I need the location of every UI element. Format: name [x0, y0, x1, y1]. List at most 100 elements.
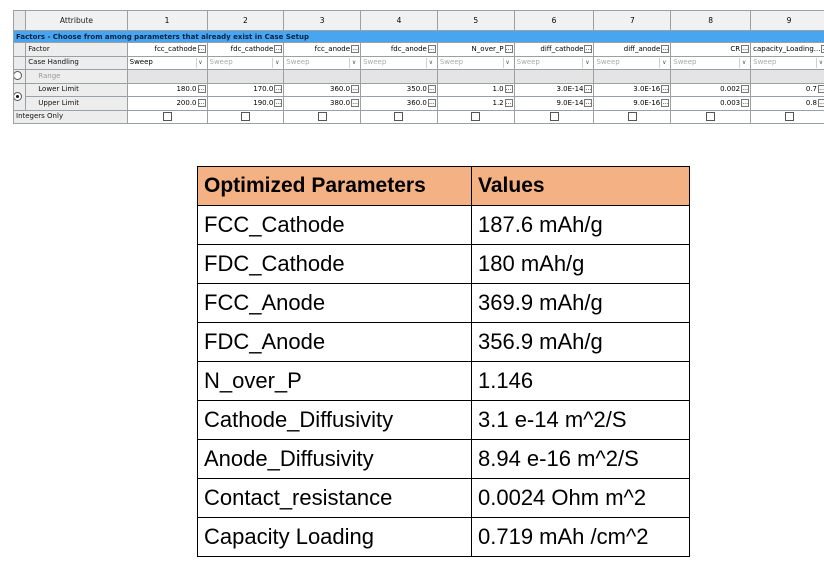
integers-only-row: Integers Only: [13, 109, 824, 124]
range-radio[interactable]: [14, 71, 22, 80]
ellipsis-button[interactable]: ...: [197, 85, 206, 94]
lower-limit-input[interactable]: 0.002...: [670, 82, 752, 97]
factor-cell[interactable]: capacity_Loading......: [750, 42, 824, 57]
range-cell: [593, 69, 672, 84]
upper-limit-input[interactable]: 0.003...: [670, 96, 752, 111]
upper-limit-input[interactable]: 9.0E-16...: [593, 96, 672, 111]
ellipsis-button[interactable]: ...: [661, 98, 670, 107]
case-handling-select[interactable]: Sweep ∨: [126, 55, 208, 70]
ellipsis-button[interactable]: ...: [661, 85, 670, 94]
case-handling-value: Sweep: [596, 58, 620, 67]
factor-cell[interactable]: fdc_anode...: [360, 42, 438, 57]
ellipsis-button[interactable]: ...: [274, 85, 283, 94]
parameter-name: Contact_resistance: [197, 478, 472, 518]
factor-cell[interactable]: N_over_P...: [436, 42, 515, 57]
case-handling-select[interactable]: Sweep ∨: [436, 55, 515, 70]
chevron-down-icon[interactable]: ∨: [425, 57, 435, 68]
upper-limit-input[interactable]: 200.0...: [126, 96, 208, 111]
ellipsis-button[interactable]: ...: [741, 44, 750, 53]
chevron-down-icon[interactable]: ∨: [659, 57, 668, 68]
factor-cell[interactable]: diff_cathode...: [513, 42, 595, 57]
chevron-down-icon[interactable]: ∨: [582, 57, 591, 68]
parameter-row: Anode_Diffusivity 8.94 e-16 m^2/S: [197, 439, 690, 479]
case-handling-select[interactable]: Sweep ∨: [283, 55, 362, 70]
upper-limit-input[interactable]: 1.2...: [436, 96, 515, 111]
lower-limit-input[interactable]: 350.0...: [360, 82, 438, 97]
upper-limit-input[interactable]: 9.0E-14...: [513, 96, 595, 111]
upper-limit-input[interactable]: 380.0...: [283, 96, 362, 111]
factor-cell[interactable]: fcc_anode...: [283, 42, 362, 57]
parameter-name: Capacity Loading: [197, 517, 472, 557]
factor-cell[interactable]: diff_anode...: [593, 42, 672, 57]
ellipsis-button[interactable]: ...: [427, 98, 436, 107]
upper-limit-input[interactable]: 360.0...: [360, 96, 438, 111]
case-handling-select[interactable]: Sweep ∨: [670, 55, 752, 70]
ellipsis-button[interactable]: ...: [504, 44, 513, 53]
ellipsis-button[interactable]: ...: [741, 85, 750, 94]
parameter-row: N_over_P 1.146: [197, 361, 690, 401]
ellipsis-button[interactable]: ...: [818, 85, 824, 94]
factor-cell[interactable]: fcc_cathode...: [126, 42, 208, 57]
ellipsis-button[interactable]: ...: [274, 98, 283, 107]
ellipsis-button[interactable]: ...: [504, 98, 513, 107]
ellipsis-button[interactable]: ...: [197, 44, 206, 53]
limits-radio[interactable]: [14, 91, 22, 101]
case-handling-select[interactable]: Sweep ∨: [360, 55, 438, 70]
ellipsis-button[interactable]: ...: [584, 85, 593, 94]
ellipsis-button[interactable]: ...: [351, 98, 360, 107]
integers-only-checkbox[interactable]: [784, 111, 794, 121]
ellipsis-button[interactable]: ...: [197, 98, 206, 107]
chevron-down-icon[interactable]: ∨: [195, 57, 205, 68]
integers-only-checkbox[interactable]: [317, 111, 327, 121]
integers-only-checkbox[interactable]: [394, 111, 404, 121]
upper-limit-value: 1.2: [492, 98, 504, 107]
integers-only-checkbox[interactable]: [471, 111, 481, 121]
integers-only-checkbox[interactable]: [240, 111, 250, 121]
case-handling-select[interactable]: Sweep ∨: [750, 55, 824, 70]
ellipsis-button[interactable]: ...: [821, 44, 824, 53]
ellipsis-button[interactable]: ...: [584, 98, 593, 107]
integers-only-checkbox[interactable]: [627, 111, 637, 121]
lower-limit-input[interactable]: 360.0...: [283, 82, 362, 97]
lower-limit-input[interactable]: 170.0...: [206, 82, 285, 97]
chevron-down-icon[interactable]: ∨: [502, 57, 512, 68]
case-handling-select[interactable]: Sweep ∨: [206, 55, 285, 70]
lower-limit-input[interactable]: 180.0...: [126, 82, 208, 97]
lower-limit-input[interactable]: 1.0...: [436, 82, 515, 97]
ellipsis-button[interactable]: ...: [504, 85, 513, 94]
case-handling-value: Sweep: [209, 58, 233, 67]
column-header: 4: [360, 10, 438, 31]
parameter-value: 3.1 e-14 m^2/S: [471, 400, 690, 440]
ellipsis-button[interactable]: ...: [818, 98, 824, 107]
parameter-value: 356.9 mAh/g: [471, 322, 690, 362]
ellipsis-button[interactable]: ...: [351, 85, 360, 94]
case-handling-select[interactable]: Sweep ∨: [593, 55, 672, 70]
case-handling-select[interactable]: Sweep ∨: [513, 55, 595, 70]
integers-only-row-label: Integers Only: [13, 109, 128, 124]
lower-limit-input[interactable]: 3.0E-14...: [513, 82, 595, 97]
ellipsis-button[interactable]: ...: [584, 44, 593, 53]
ellipsis-button[interactable]: ...: [274, 44, 283, 53]
lower-limit-value: 350.0: [406, 85, 427, 94]
lower-limit-input[interactable]: 0.7...: [750, 82, 824, 97]
integers-only-checkbox[interactable]: [162, 111, 172, 121]
ellipsis-button[interactable]: ...: [741, 98, 750, 107]
integers-only-checkbox[interactable]: [706, 111, 716, 121]
chevron-down-icon[interactable]: ∨: [739, 57, 748, 68]
ellipsis-button[interactable]: ...: [427, 85, 436, 94]
ellipsis-button[interactable]: ...: [427, 44, 436, 53]
lower-limit-input[interactable]: 3.0E-16...: [593, 82, 672, 97]
chevron-down-icon[interactable]: ∨: [816, 57, 824, 68]
chevron-down-icon[interactable]: ∨: [349, 57, 358, 68]
factor-cell[interactable]: fdc_cathode...: [206, 42, 285, 57]
chevron-down-icon[interactable]: ∨: [272, 57, 281, 68]
ellipsis-button[interactable]: ...: [351, 44, 360, 53]
parameter-value: 1.146: [471, 361, 690, 401]
case-handling-row: Case Handling Sweep ∨ Sweep ∨ Sweep ∨ Sweep ∨ Sw…: [12, 55, 824, 70]
upper-limit-input[interactable]: 190.0...: [206, 96, 285, 111]
lower-limit-value: 3.0E-14: [556, 85, 584, 94]
factor-cell[interactable]: CR...: [670, 42, 752, 57]
ellipsis-button[interactable]: ...: [661, 44, 670, 53]
upper-limit-input[interactable]: 0.8...: [750, 96, 824, 111]
integers-only-checkbox[interactable]: [549, 111, 559, 121]
